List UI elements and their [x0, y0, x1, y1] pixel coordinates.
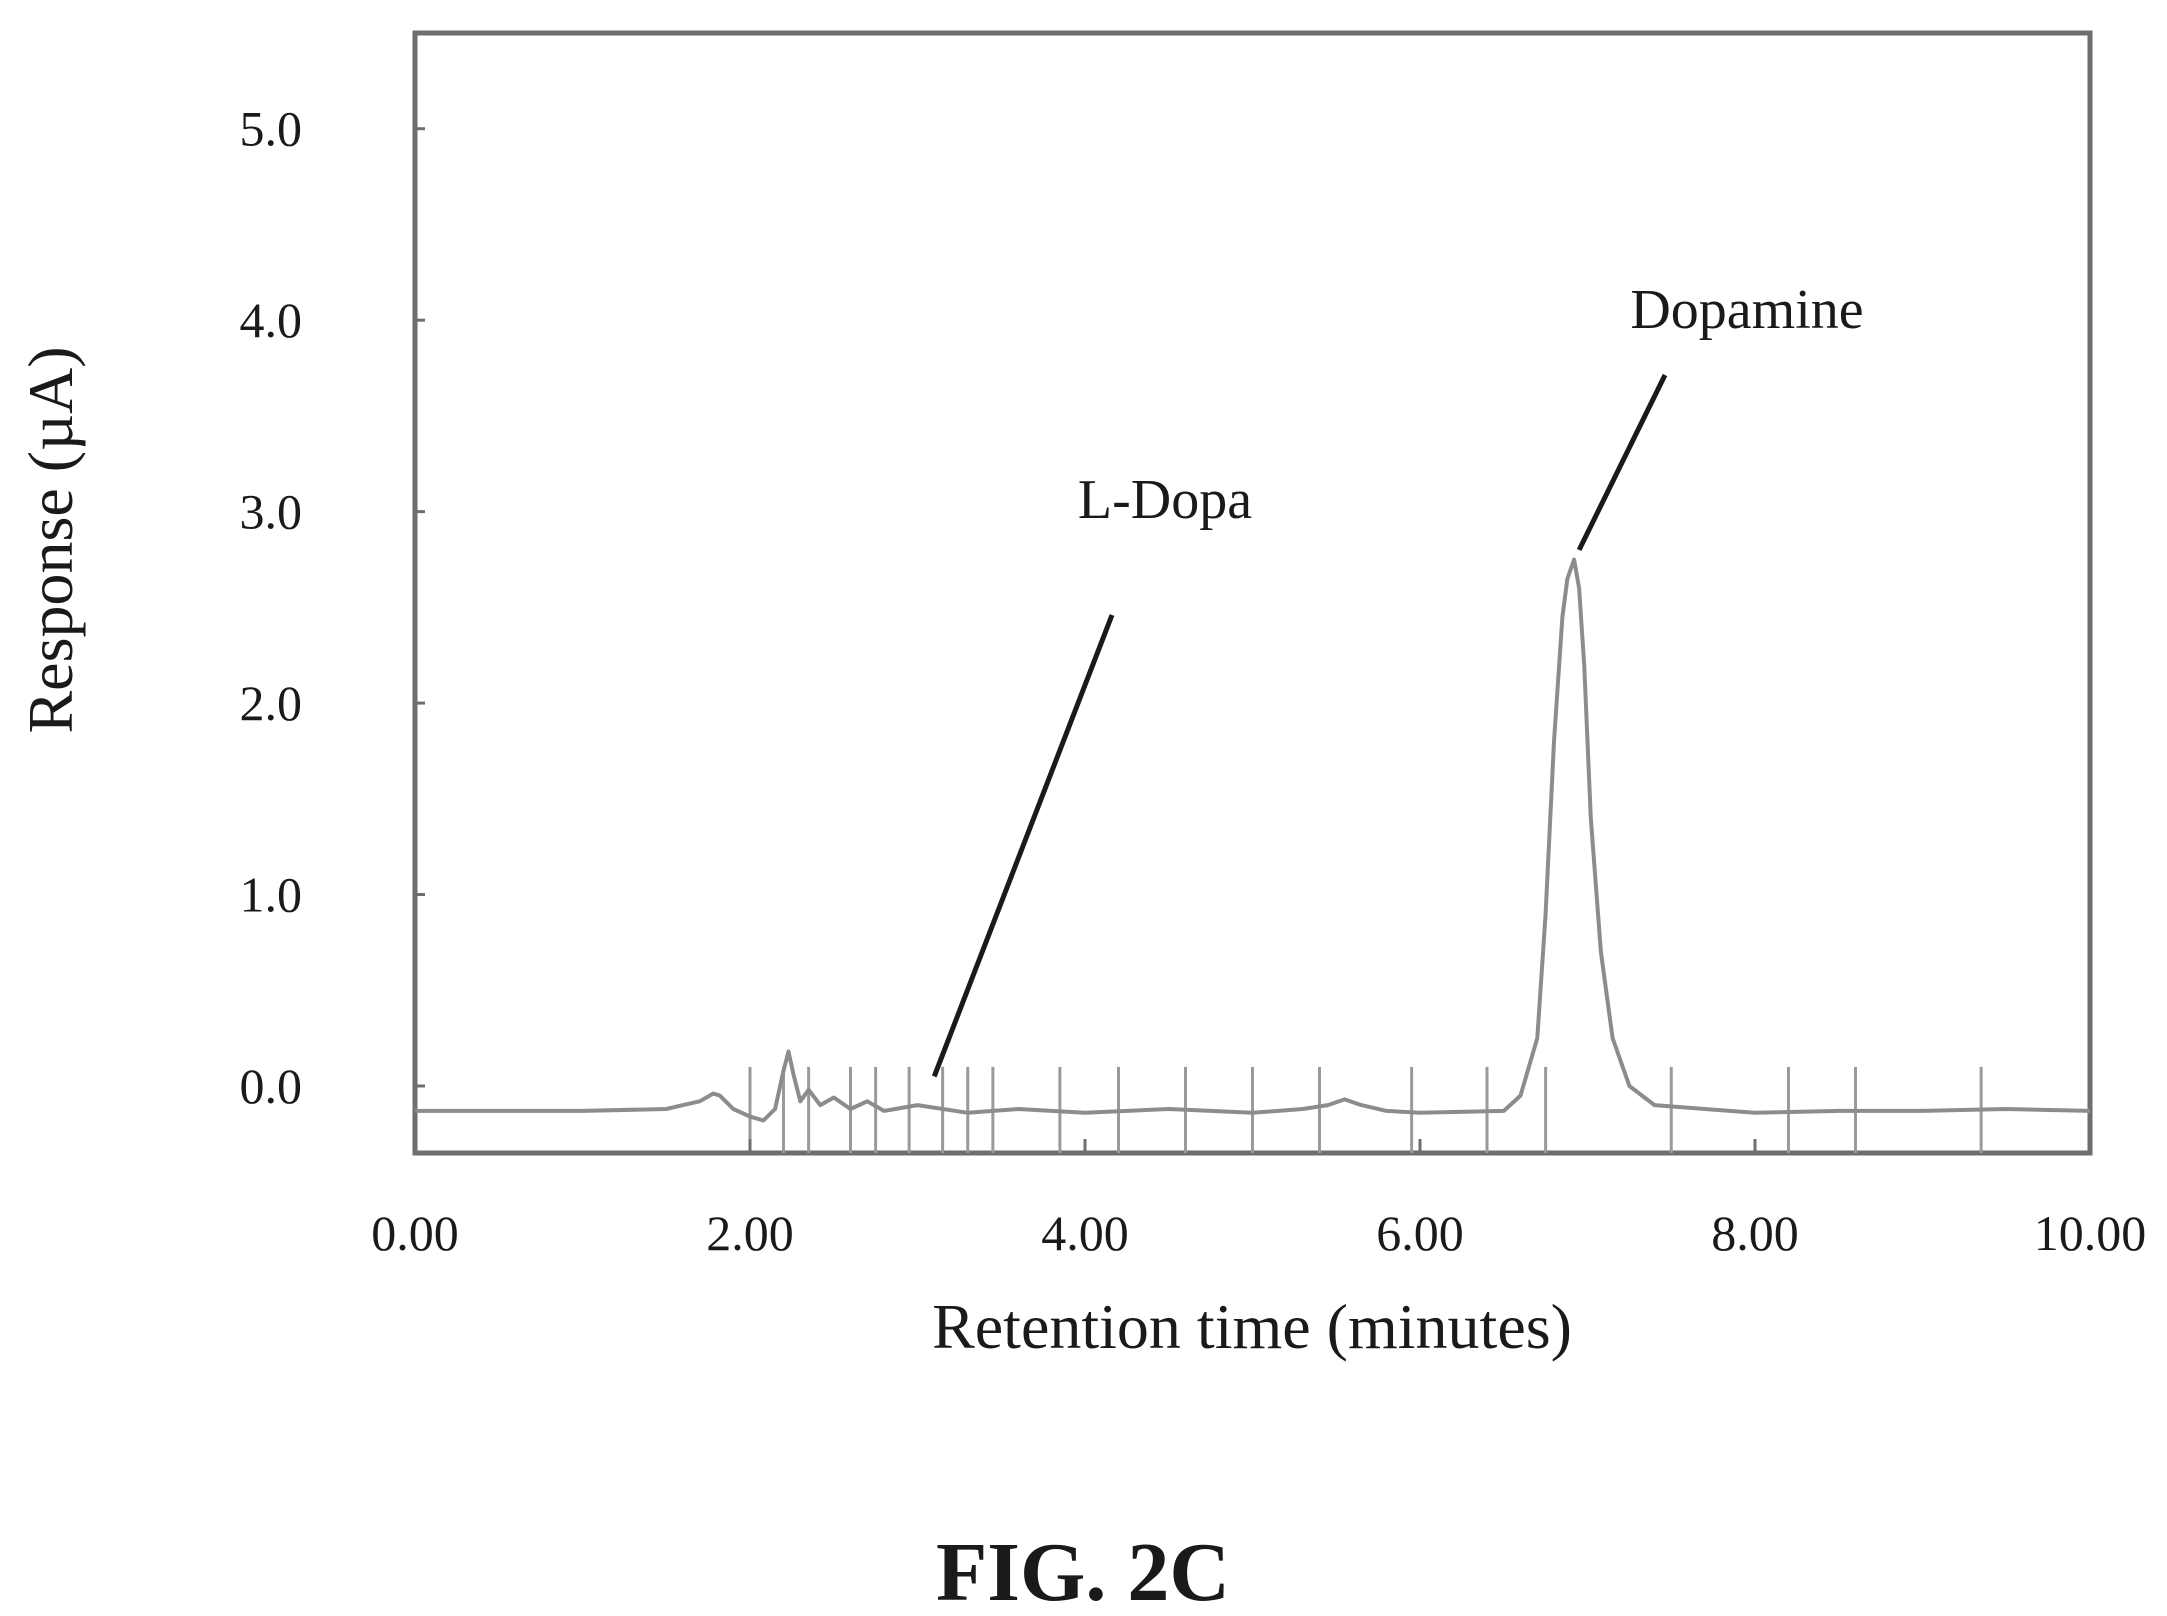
x-tick-label: 6.00: [1376, 1205, 1464, 1261]
y-tick-label: 1.0: [240, 867, 303, 923]
annotation-label: Dopamine: [1630, 279, 1863, 341]
x-axis-title: Retention time (minutes): [932, 1291, 1572, 1362]
baseline-markers: [748, 1066, 1983, 1153]
y-axis-ticks: 0.0 1.0 2.0 3.0 4.0 5.0: [240, 101, 425, 1114]
x-tick-label: 0.00: [371, 1205, 459, 1261]
x-tick-label: 10.00: [2034, 1205, 2147, 1261]
annotation-label: L-Dopa: [1078, 469, 1252, 531]
series-layer: [415, 557, 2091, 1123]
annotation-leader-line: [1576, 373, 1668, 552]
x-tick-label: 2.00: [706, 1205, 794, 1261]
y-axis-title: Response (µA): [15, 346, 86, 733]
y-tick-label: 2.0: [240, 675, 303, 731]
x-tick-label: 4.00: [1041, 1205, 1129, 1261]
figure-caption: FIG. 2C: [936, 1526, 1230, 1616]
y-tick-label: 3.0: [240, 484, 303, 540]
series-line: [415, 557, 2091, 1123]
annotation-layer: L-Dopa Dopamine: [931, 279, 1864, 1078]
y-tick-label: 4.0: [240, 292, 303, 348]
plot-frame: [412, 30, 2093, 1156]
x-tick-label: 8.00: [1711, 1205, 1799, 1261]
y-tick-label: 5.0: [240, 101, 303, 157]
annotation-leader-line: [931, 614, 1115, 1078]
x-axis-ticks: 0.00 2.00 4.00 6.00 8.00 10.00: [371, 1139, 2146, 1261]
y-tick-label: 0.0: [240, 1058, 303, 1114]
